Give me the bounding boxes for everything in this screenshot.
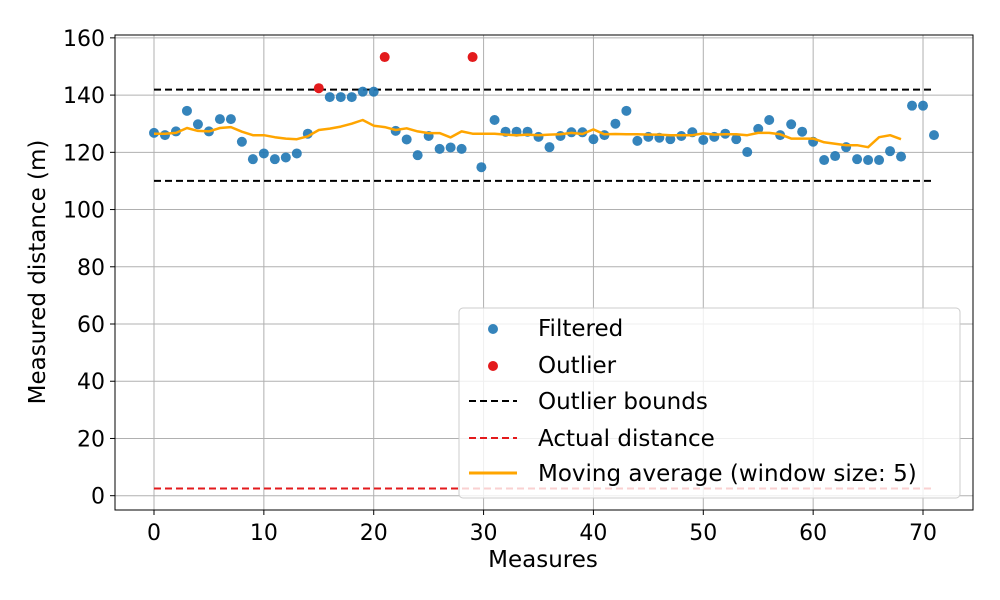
y-tick-label: 100 (63, 199, 105, 224)
legend-label-actual-distance: Actual distance (538, 426, 715, 452)
filtered-point (665, 134, 676, 145)
filtered-point (214, 114, 225, 125)
legend-marker-filtered (488, 324, 498, 334)
filtered-point (753, 123, 764, 134)
filtered-point (885, 146, 896, 157)
outlier-point (313, 83, 324, 94)
filtered-point (324, 92, 335, 103)
filtered-point (621, 105, 632, 116)
filtered-point (698, 135, 709, 146)
x-tick-label: 70 (909, 521, 937, 546)
filtered-point (764, 114, 775, 125)
x-axis-label: Measures (488, 547, 598, 573)
x-tick-label: 0 (147, 521, 161, 546)
x-tick-label: 10 (250, 521, 278, 546)
filtered-point (907, 100, 918, 111)
filtered-point (247, 154, 258, 165)
filtered-point (874, 155, 885, 166)
ticks: 0 10 20 30 40 50 60 70 0 20 40 60 80 100 120 140 160 (63, 27, 937, 546)
x-tick-label: 20 (360, 521, 388, 546)
filtered-point (357, 86, 368, 97)
filtered-point (896, 151, 907, 162)
outlier-point (467, 52, 478, 63)
filtered-point (434, 143, 445, 154)
filtered-point (819, 155, 830, 166)
y-tick-label: 60 (77, 313, 105, 338)
y-tick-label: 160 (63, 27, 105, 52)
legend-label-moving-average: Moving average (window size: 5) (538, 461, 917, 487)
outlier-point (379, 52, 390, 63)
filtered-point (533, 131, 544, 142)
x-tick-label: 60 (799, 521, 827, 546)
filtered-point (445, 142, 456, 153)
legend-label-outlier-bounds: Outlier bounds (538, 389, 708, 415)
filtered-point (555, 131, 566, 142)
legend-label-outlier: Outlier (538, 353, 617, 379)
legend-label-filtered: Filtered (538, 316, 623, 342)
filtered-point (918, 100, 929, 111)
filtered-point (731, 134, 742, 145)
y-tick-label: 0 (91, 485, 105, 510)
legend: Filtered Outlier Outlier bounds Actual d… (458, 307, 961, 499)
y-tick-label: 140 (63, 84, 105, 109)
filtered-point (401, 134, 412, 145)
y-tick-label: 20 (77, 427, 105, 452)
filtered-point (269, 154, 280, 165)
filtered-point (192, 119, 203, 130)
filtered-point (258, 148, 269, 159)
filtered-point (456, 143, 467, 154)
filtered-point (368, 86, 379, 97)
moving-average-line (154, 118, 902, 149)
y-tick-label: 80 (77, 256, 105, 281)
filtered-point (236, 136, 247, 147)
x-tick-label: 30 (470, 521, 498, 546)
filtered-point (225, 114, 236, 125)
filtered-point (280, 152, 291, 163)
filtered-point (412, 150, 423, 161)
y-tick-label: 40 (77, 370, 105, 395)
filtered-point (544, 142, 555, 153)
filtered-point (830, 151, 841, 162)
filtered-point (346, 92, 357, 103)
filtered-point (291, 148, 302, 159)
filtered-point (863, 155, 874, 166)
y-axis-label: Measured distance (m) (25, 140, 51, 405)
x-tick-label: 40 (579, 521, 607, 546)
filtered-point (786, 119, 797, 130)
filtered-point (159, 130, 170, 141)
filtered-point (852, 154, 863, 165)
filtered-point (181, 105, 192, 116)
filtered-point (489, 114, 500, 125)
legend-box (458, 307, 961, 499)
filtered-point (610, 118, 621, 129)
filtered-point (476, 162, 487, 173)
x-tick-label: 50 (689, 521, 717, 546)
filtered-point (797, 126, 808, 137)
filtered-point (335, 92, 346, 103)
filtered-point (632, 135, 643, 146)
filtered-point (742, 147, 753, 158)
y-tick-label: 120 (63, 141, 105, 166)
filtered-point (588, 134, 599, 145)
filtered-point (929, 130, 939, 141)
legend-marker-outlier (488, 361, 498, 371)
axes-frame (114, 34, 974, 511)
